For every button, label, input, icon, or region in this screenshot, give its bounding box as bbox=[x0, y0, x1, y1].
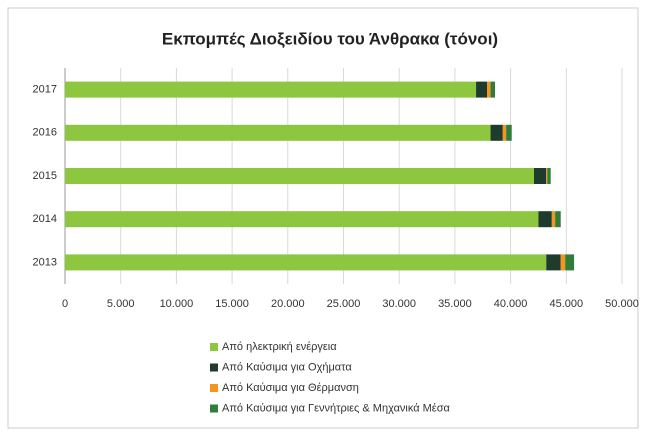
bar-segment bbox=[487, 81, 491, 98]
bar-segment bbox=[502, 124, 507, 141]
bar-segment bbox=[546, 254, 561, 271]
bar-segment bbox=[560, 254, 566, 271]
bar-segment bbox=[547, 168, 551, 184]
bar-segment bbox=[65, 211, 539, 228]
bar-segment bbox=[490, 124, 503, 141]
x-tick-label: 15.000 bbox=[215, 298, 249, 310]
bar-segment bbox=[565, 254, 575, 271]
bar-segment bbox=[533, 168, 547, 184]
bar-segment bbox=[555, 211, 561, 228]
x-tick-label: 5.000 bbox=[107, 298, 135, 310]
y-tick-label: 2014 bbox=[33, 213, 57, 225]
x-tick-label: 10.000 bbox=[160, 298, 194, 310]
legend-label: Από Καύσιμα για Γεννήτριες & Μηχανικά Μέ… bbox=[222, 402, 451, 414]
x-tick-label: 20.000 bbox=[271, 298, 305, 310]
legend-swatch bbox=[210, 384, 218, 392]
legend-swatch bbox=[210, 343, 218, 351]
bar-segment bbox=[476, 81, 488, 98]
legend-label: Από Καύσιμα για Θέρμανση bbox=[222, 382, 359, 394]
y-tick-label: 2017 bbox=[33, 84, 57, 96]
bar-segment bbox=[538, 211, 552, 228]
x-tick-label: 0 bbox=[62, 298, 68, 310]
y-tick-label: 2015 bbox=[33, 170, 57, 182]
bar-segment bbox=[65, 81, 477, 98]
y-tick-label: 2016 bbox=[33, 127, 57, 139]
chart-title: Εκπομπές Διοξειδίου του Άνθρακα (τόνοι) bbox=[162, 29, 498, 48]
x-tick-label: 25.000 bbox=[327, 298, 361, 310]
y-tick-label: 2013 bbox=[33, 256, 57, 268]
bar-segment bbox=[65, 124, 491, 141]
x-tick-label: 30.000 bbox=[382, 298, 416, 310]
legend-swatch bbox=[210, 404, 218, 413]
bar-segment bbox=[490, 81, 496, 98]
x-tick-label: 50.000 bbox=[605, 298, 639, 310]
bar-segment bbox=[65, 168, 534, 184]
bar-segment bbox=[506, 124, 512, 141]
bar-segment bbox=[551, 211, 556, 228]
legend-label: Από Καύσιμα για Οχήματα bbox=[222, 361, 352, 373]
legend-swatch bbox=[210, 363, 218, 372]
bar-segment bbox=[65, 254, 547, 271]
x-tick-label: 40.000 bbox=[494, 298, 528, 310]
legend-label: Από ηλεκτρική ενέργεια bbox=[222, 341, 337, 353]
bar-segment bbox=[546, 168, 548, 184]
x-tick-label: 45.000 bbox=[549, 298, 583, 310]
x-tick-label: 35.000 bbox=[438, 298, 472, 310]
